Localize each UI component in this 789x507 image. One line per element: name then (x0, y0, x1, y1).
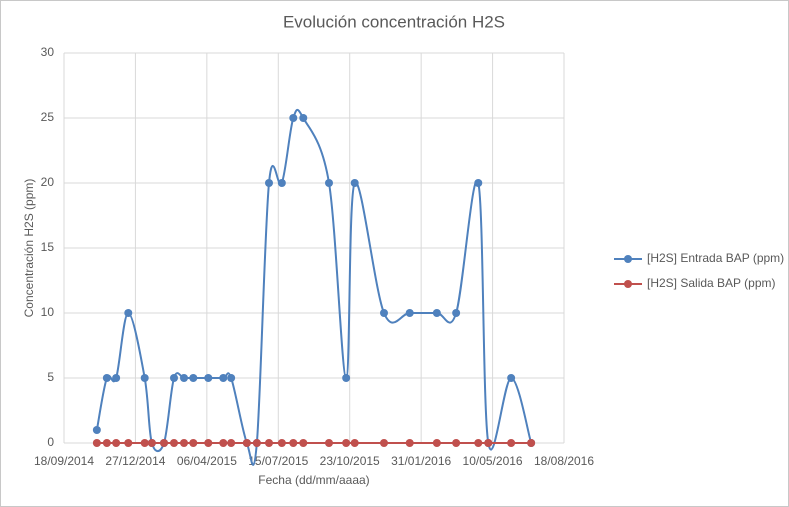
data-point (289, 114, 298, 122)
data-point (219, 439, 228, 447)
y-tick-label: 0 (47, 435, 54, 449)
x-tick-label: 18/08/2016 (534, 454, 594, 468)
data-point (170, 374, 178, 382)
legend-marker (624, 280, 632, 288)
data-point (227, 439, 236, 447)
data-point (189, 374, 198, 382)
data-point (219, 374, 228, 382)
x-tick-label: 10/05/2016 (463, 454, 523, 468)
data-point (252, 439, 261, 447)
data-point (380, 309, 388, 317)
data-point (102, 439, 111, 447)
data-point (342, 374, 351, 382)
data-point (102, 374, 111, 382)
data-point (484, 439, 493, 447)
data-point (170, 439, 178, 447)
data-point (204, 439, 213, 447)
y-tick-label: 25 (41, 110, 55, 124)
data-point (432, 439, 441, 447)
data-point (112, 439, 121, 447)
y-tick-label: 15 (41, 240, 55, 254)
x-tick-label: 31/01/2016 (391, 454, 451, 468)
data-point (325, 439, 333, 447)
data-point (140, 374, 149, 382)
data-point (350, 439, 359, 447)
data-point (124, 439, 133, 447)
data-point (140, 439, 149, 447)
series-line (95, 108, 533, 466)
data-point (350, 179, 359, 187)
y-tick-label: 5 (47, 370, 54, 384)
legend-marker (624, 255, 632, 263)
data-point (380, 439, 388, 447)
data-point (277, 179, 286, 187)
x-tick-label: 18/09/2014 (34, 454, 94, 468)
data-point (265, 179, 273, 187)
x-tick-label: 06/04/2015 (177, 454, 237, 468)
data-point (325, 179, 333, 187)
x-tick-label: 27/12/2014 (105, 454, 165, 468)
data-point (112, 374, 121, 382)
data-point (147, 439, 156, 447)
x-tick-label: 23/10/2015 (320, 454, 380, 468)
data-point (342, 439, 351, 447)
data-point (474, 439, 483, 447)
data-point (299, 114, 308, 122)
y-tick-label: 10 (41, 305, 55, 319)
legend-label: [H2S] Salida BAP (ppm) (647, 276, 776, 290)
data-point (242, 439, 251, 447)
data-point (92, 439, 101, 447)
y-tick-label: 30 (41, 45, 55, 59)
data-point (289, 439, 298, 447)
data-point (432, 309, 441, 317)
data-point (227, 374, 236, 382)
data-point (189, 439, 198, 447)
data-point (180, 439, 188, 447)
x-axis-label: Fecha (dd/mm/aaaa) (258, 473, 369, 487)
data-point (507, 439, 516, 447)
y-axis-label: Concentración H2S (ppm) (22, 179, 36, 318)
data-point (277, 439, 286, 447)
data-point (299, 439, 308, 447)
y-tick-label: 20 (41, 175, 55, 189)
data-point (474, 179, 483, 187)
chart-title: Evolución concentración H2S (283, 12, 505, 31)
data-point (452, 439, 461, 447)
data-point (405, 439, 414, 447)
data-point (160, 439, 168, 447)
data-point (405, 309, 414, 317)
data-point (452, 309, 461, 317)
data-point (527, 439, 536, 447)
data-point (507, 374, 516, 382)
data-point (204, 374, 213, 382)
data-point (92, 426, 101, 434)
legend-label: [H2S] Entrada BAP (ppm) (647, 251, 784, 265)
x-tick-label: 15/07/2015 (248, 454, 308, 468)
data-point (124, 309, 133, 317)
data-point (180, 374, 188, 382)
data-point (265, 439, 273, 447)
